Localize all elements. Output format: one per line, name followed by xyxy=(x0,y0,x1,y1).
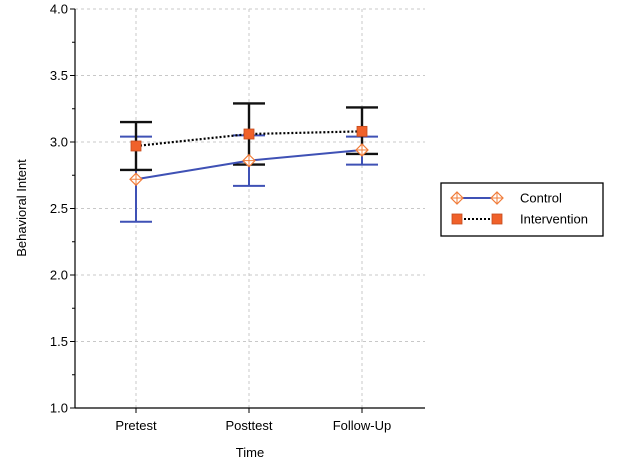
data-point xyxy=(242,153,256,168)
data-point xyxy=(129,172,143,187)
data-point xyxy=(355,143,369,157)
x-tick-label: Follow-Up xyxy=(333,418,392,433)
y-tick-label: 3.0 xyxy=(50,135,68,150)
x-axis-title: Time xyxy=(236,445,264,460)
y-tick-label: 2.0 xyxy=(50,268,68,283)
x-tick-label: Posttest xyxy=(226,418,273,433)
y-ticks: 1.0 1.5 2.0 2.5 3.0 3.5 4.0 xyxy=(50,2,75,416)
x-ticks: Pretest Posttest Follow-Up xyxy=(115,408,391,433)
legend-item-intervention: Intervention xyxy=(451,212,588,227)
data-point xyxy=(243,128,255,140)
legend-marker xyxy=(491,213,503,225)
y-tick-label: 2.5 xyxy=(50,201,68,216)
y-tick-label: 4.0 xyxy=(50,2,68,17)
y-tick-label: 1.5 xyxy=(50,334,68,349)
grid xyxy=(75,8,425,408)
legend-box xyxy=(440,182,604,237)
series-intervention xyxy=(130,125,368,152)
x-tick-label: Pretest xyxy=(115,418,157,433)
legend-marker xyxy=(450,191,464,205)
legend-label: Control xyxy=(520,191,562,206)
legend: Control Intervention xyxy=(440,182,604,237)
data-point xyxy=(130,140,142,152)
legend-label: Intervention xyxy=(520,212,588,227)
legend-marker xyxy=(490,191,504,205)
y-axis-title: Behavioral Intent xyxy=(14,159,29,257)
legend-marker xyxy=(451,213,463,225)
y-tick-label: 1.0 xyxy=(50,401,68,416)
data-point xyxy=(356,125,368,137)
series xyxy=(120,102,378,223)
y-tick-label: 3.5 xyxy=(50,68,68,83)
series-control xyxy=(129,143,369,187)
legend-item-control: Control xyxy=(450,191,562,206)
